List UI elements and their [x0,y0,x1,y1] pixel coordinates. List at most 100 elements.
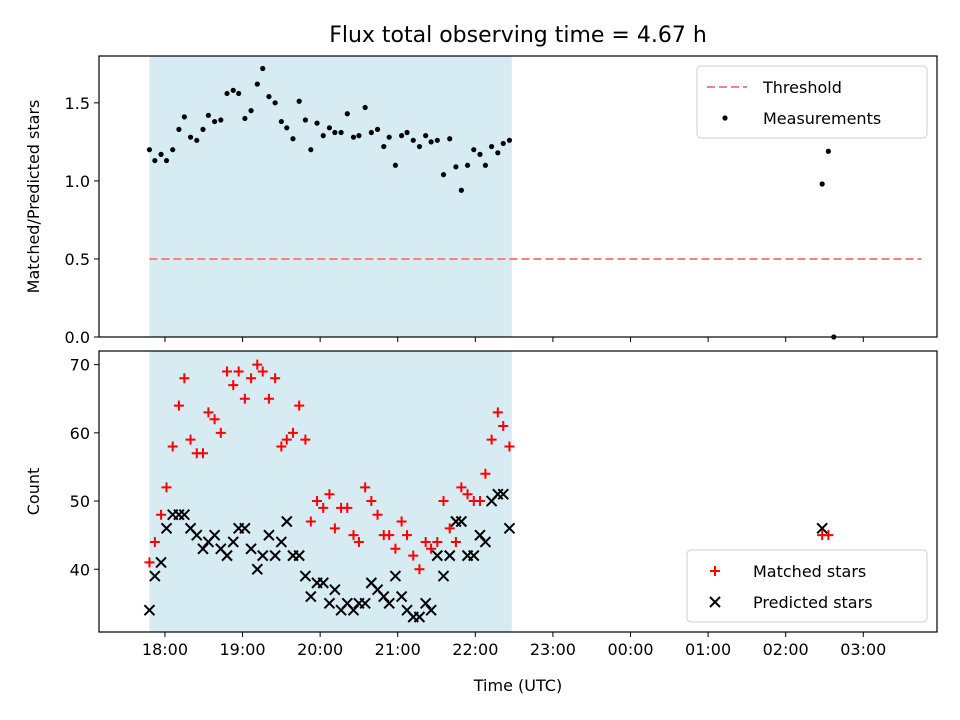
predicted-star-point [227,536,239,548]
matched-star-point [353,536,364,547]
predicted-star-point [263,529,275,541]
matched-star-point [474,496,485,507]
matched-star-point [252,359,263,370]
matched-star-point [420,536,431,547]
predicted-star-point [143,604,156,616]
predicted-star-point [323,597,336,610]
predicted-star-point [497,488,509,500]
measurement-point [344,111,350,117]
y-axis-label: Count [24,468,43,516]
measurement-point [236,90,242,97]
matched-star-point [294,400,305,411]
predicted-star-point [269,549,281,562]
measurement-point [326,125,333,131]
predicted-star-point [503,522,516,535]
series-matched-stars [144,359,834,575]
x-tick-label: 02:00 [763,640,809,659]
matched-star-point [209,414,220,425]
matched-star-point [426,543,437,554]
measurement-point [362,104,368,111]
measurement-point [181,114,187,120]
matched-star-point [342,502,353,513]
matched-star-point [492,407,503,418]
y-tick-label: 70 [70,356,90,375]
measurement-point [248,108,254,114]
matched-star-point [300,434,311,445]
predicted-star-point [413,611,426,623]
measurement-point [187,134,194,140]
measurement-point [200,126,206,132]
predicted-star-point [305,590,317,603]
matched-star-point [312,496,323,507]
predicted-star-point [329,584,341,596]
series-predicted-stars [143,488,828,623]
x-tick-label: 22:00 [452,640,498,659]
matched-star-point [486,434,497,445]
matched-star-point [414,564,425,575]
matched-star-point [287,427,298,438]
measurement-point [453,164,459,170]
measurement-point [482,162,489,168]
matched-star-point [246,373,257,384]
x-tick-label: 23:00 [530,640,576,659]
legend-box [686,549,928,623]
measurement-point [819,181,825,187]
matched-star-point [432,536,443,547]
measurement-point [392,162,399,168]
measurement-point [404,129,410,136]
matched-star-point [456,482,467,493]
predicted-star-point [383,597,395,610]
predicted-star-point [425,604,437,616]
measurement-point [242,115,248,122]
matched-star-point [823,530,834,541]
predicted-star-point [208,529,221,541]
measurement-point [290,136,296,142]
predicted-star-point [245,543,257,555]
y-tick-label: 50 [70,492,90,511]
measurement-point [163,157,170,164]
measurement-point [152,157,158,164]
y-tick-label: 0.0 [65,328,90,347]
measurement-point [284,125,290,131]
matched-star-point [402,530,413,541]
measurement-point [266,93,272,100]
matched-star-point [263,393,274,404]
matched-star-point [222,366,233,377]
measurement-point [308,147,314,153]
matched-star-point [276,441,287,452]
measurement-point [416,143,423,150]
predicted-star-point [299,570,312,582]
matched-star-point [360,482,371,493]
measurement-point [302,117,308,123]
measurement-point [495,150,501,156]
predicted-star-point [468,549,480,562]
matched-star-point [197,448,208,459]
predicted-star-point [155,556,167,569]
measurement-point [296,98,302,104]
matched-star-point [156,509,167,520]
predicted-star-point [275,536,288,548]
measurement-point [440,172,447,178]
matched-star-point [329,523,340,534]
measurement-point [205,112,212,118]
legend-box [696,65,928,139]
measurement-point [500,140,506,147]
matched-star-point [438,496,449,507]
matched-star-point [270,373,281,384]
matched-star-point [372,509,383,520]
measurement-point [410,137,416,143]
measurement-point [506,137,513,143]
measurement-point [230,87,236,93]
measurement-point [464,162,471,168]
x-tick-label: 03:00 [840,640,886,659]
predicted-star-point [239,522,251,535]
series-measurements [146,65,837,340]
predicted-star-point [160,522,173,535]
measurement-point [176,126,182,132]
legend-label: Measurements [763,109,881,128]
matched-star-point [173,400,184,411]
measurement-point [260,65,266,72]
measurement-point [170,147,176,153]
matched-star-point [390,543,401,554]
